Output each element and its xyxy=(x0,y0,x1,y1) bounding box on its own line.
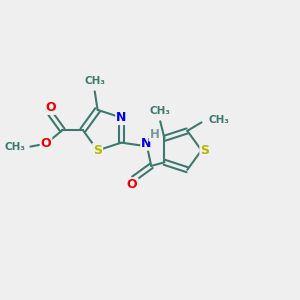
Text: CH₃: CH₃ xyxy=(208,115,230,124)
Text: O: O xyxy=(45,101,56,114)
Text: S: S xyxy=(200,144,209,157)
Text: CH₃: CH₃ xyxy=(4,142,25,152)
Text: N: N xyxy=(141,137,152,150)
Text: N: N xyxy=(116,111,127,124)
Text: H: H xyxy=(149,128,159,141)
Text: CH₃: CH₃ xyxy=(84,76,105,86)
Text: CH₃: CH₃ xyxy=(150,106,171,116)
Text: S: S xyxy=(93,144,102,157)
Text: O: O xyxy=(41,137,51,150)
Text: O: O xyxy=(127,178,137,191)
